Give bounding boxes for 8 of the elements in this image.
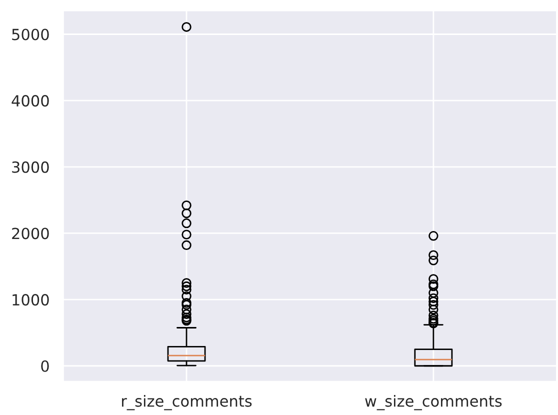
x-tick-label: r_size_comments	[122, 394, 252, 410]
y-tick-label: 4000	[12, 95, 49, 107]
x-tick-label: w_size_comments	[365, 394, 502, 410]
y-tick-label: 0	[41, 360, 49, 372]
y-tick-label: 2000	[12, 228, 49, 240]
y-tick-label: 3000	[12, 161, 49, 173]
y-tick-label: 5000	[12, 28, 49, 40]
y-tick-label: 1000	[12, 294, 49, 306]
